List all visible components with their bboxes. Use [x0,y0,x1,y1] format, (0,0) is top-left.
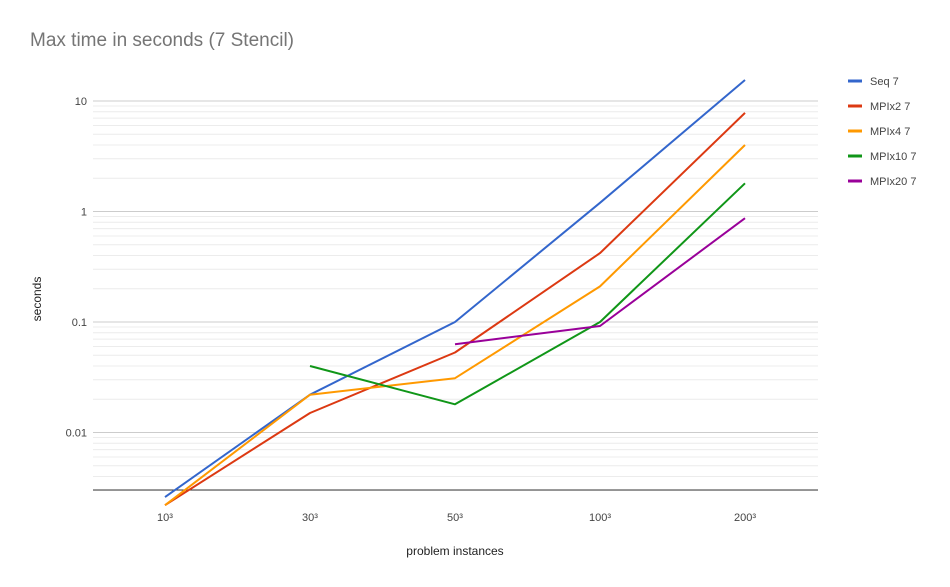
x-axis-tick-labels: 10³ 30³ 50³ 100³ 200³ [157,512,756,524]
y-tick-label: 0.01 [66,428,87,440]
series-line [164,79,746,498]
x-tick-label: 10³ [157,512,173,524]
legend-label: MPIx4 7 [870,126,910,138]
major-gridlines [93,100,818,491]
legend-label: MPIx2 7 [870,101,910,113]
x-tick-label: 200³ [734,512,756,524]
x-tick-label: 30³ [302,512,318,524]
x-tick-label: 100³ [589,512,611,524]
series-line [309,182,746,406]
y-tick-label: 0.1 [72,317,87,329]
chart-title: Max time in seconds (7 Stencil) [30,30,294,51]
series-line [454,217,746,346]
series-line [164,112,746,507]
y-tick-label: 1 [81,207,87,219]
y-tick-label: 10 [75,96,87,108]
y-axis-title: seconds [30,277,44,322]
x-tick-label: 50³ [447,512,463,524]
minor-gridlines [93,105,818,491]
x-axis-title: problem instances [406,544,503,558]
legend-label: MPIx10 7 [870,151,916,163]
legend: Seq 7 MPIx2 7 MPIx4 7 MPIx10 7 MPIx20 7 [848,76,916,188]
series-line [164,144,746,506]
legend-label: MPIx20 7 [870,176,916,188]
legend-label: Seq 7 [870,76,899,88]
y-axis-tick-labels: 10 1 0.1 0.01 [66,96,87,440]
series-lines [164,79,746,507]
